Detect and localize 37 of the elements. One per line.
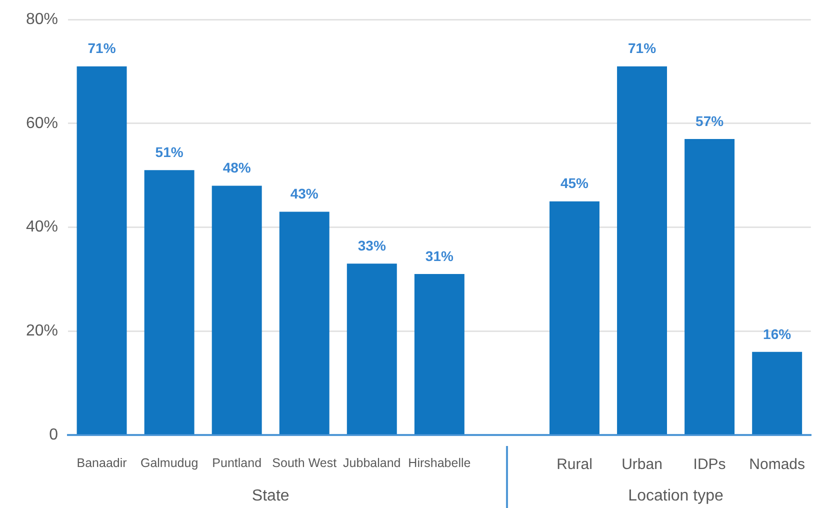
bar	[550, 201, 600, 434]
x-tick-label: Nomads	[749, 456, 805, 474]
x-tick-label: Banaadir	[76, 456, 127, 470]
y-tick-label: 20%	[26, 322, 58, 340]
data-label: 33%	[358, 238, 386, 254]
data-label: 71%	[88, 40, 116, 56]
text: State	[252, 487, 290, 504]
text: Location type	[628, 487, 724, 504]
bar	[346, 264, 397, 434]
y-tick-label: 60%	[26, 114, 58, 132]
x-tick-label: Urban	[622, 456, 662, 474]
data-label: 57%	[696, 112, 724, 129]
x-tick-label: Puntland	[212, 456, 262, 470]
data-label: 71%	[628, 40, 657, 56]
bar	[212, 186, 262, 434]
data-label: 45%	[560, 175, 590, 192]
y-tick-label: 0	[49, 426, 58, 444]
y-tick-label: 80%	[26, 11, 58, 28]
x-tick-label: Jubbaland	[343, 456, 401, 470]
bar	[752, 352, 802, 434]
x-tick-label: IDPs	[693, 456, 726, 474]
bar	[617, 66, 667, 434]
x-tick-label: Rural	[556, 456, 592, 474]
data-label: 16%	[763, 326, 792, 342]
bar	[279, 212, 330, 434]
data-label: 31%	[425, 248, 454, 264]
bar	[684, 139, 735, 434]
bar	[144, 170, 194, 434]
x-tick-label: Galmudug	[140, 456, 198, 470]
data-label: 43%	[290, 186, 319, 202]
x-tick-label: South West	[272, 456, 338, 470]
data-label: 51%	[155, 144, 184, 160]
x-tick-label: Hirshabelle	[408, 456, 471, 470]
bar	[76, 66, 127, 434]
bar	[414, 274, 464, 434]
data-label: 48%	[222, 160, 252, 176]
y-tick-label: 40%	[26, 218, 58, 236]
